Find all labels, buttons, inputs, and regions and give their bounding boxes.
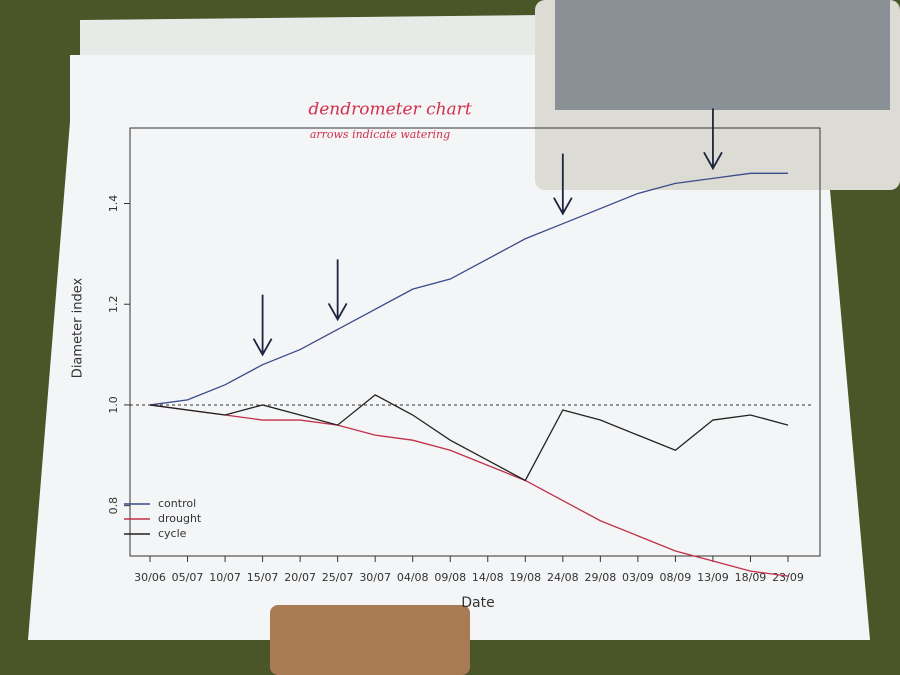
x-tick-label: 09/08 [434,571,466,584]
x-tick-label: 23/09 [772,571,804,584]
series-line [149,172,788,406]
legend-label: drought [158,512,202,525]
x-tick-label: 25/07 [322,571,354,584]
series-line [149,394,789,482]
x-tick-label: 14/08 [472,571,504,584]
x-tick-label: 15/07 [247,571,279,584]
x-tick-label: 05/07 [172,571,204,584]
x-tick-label: 24/08 [547,571,579,584]
device-panel [555,0,890,110]
y-tick-label: 0.8 [107,497,120,515]
x-tick-label: 13/09 [697,571,729,584]
x-tick-label: 04/08 [397,571,429,584]
x-tick-label: 20/07 [284,571,316,584]
x-tick-label: 03/09 [622,571,654,584]
watering-arrow [703,108,723,171]
y-tick-label: 1.2 [107,295,120,313]
y-tick-label: 1.4 [107,195,120,213]
watering-arrow [252,294,273,357]
y-axis-label: Diameter index [71,278,86,379]
series-line [149,404,789,577]
paper [28,60,870,640]
x-tick-label: 19/08 [509,571,541,584]
annotation-title: dendrometer chart [308,100,471,120]
y-tick-label: 1.0 [107,396,120,414]
paper-top [70,55,540,165]
watering-arrow [327,259,348,322]
x-tick-label: 08/09 [660,571,692,584]
x-axis-label: Date [461,595,494,611]
x-tick-label: 30/06 [134,571,166,584]
watering-arrow [553,153,573,216]
legend-label: cycle [158,527,187,540]
x-tick-label: 18/09 [735,571,767,584]
x-tick-label: 10/07 [209,571,241,584]
annotation-subtitle: arrows indicate watering [310,128,450,141]
plot-frame [129,127,821,557]
brick [270,605,470,675]
legend-label: control [158,497,196,510]
x-tick-label: 30/07 [359,571,391,584]
x-tick-label: 29/08 [585,571,617,584]
